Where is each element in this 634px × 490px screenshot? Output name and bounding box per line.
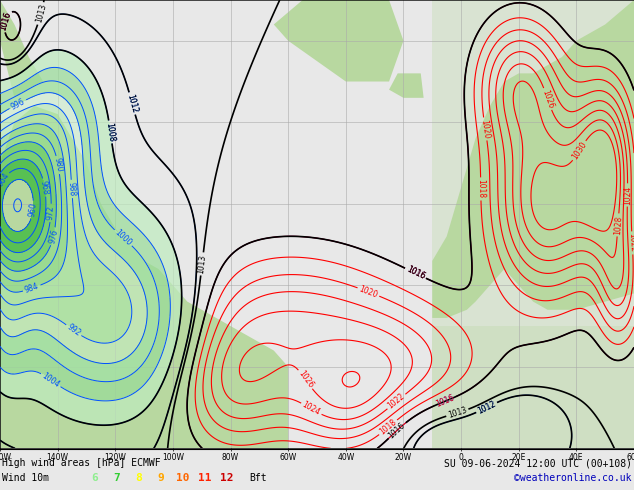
Text: 1018: 1018 [476, 179, 486, 198]
Text: 964: 964 [0, 172, 11, 189]
Text: 1022: 1022 [627, 233, 634, 253]
Polygon shape [432, 326, 634, 448]
Text: 1013: 1013 [197, 254, 208, 274]
Text: 1022: 1022 [386, 392, 406, 411]
Text: 1008: 1008 [105, 122, 116, 142]
Polygon shape [0, 106, 288, 448]
Text: 1016: 1016 [0, 10, 13, 31]
Text: 11: 11 [198, 473, 212, 483]
Text: 1024: 1024 [623, 185, 632, 205]
Text: 960: 960 [28, 202, 39, 218]
Text: 1013: 1013 [447, 406, 468, 420]
Text: 1020: 1020 [479, 119, 491, 139]
Text: 1012: 1012 [126, 93, 139, 114]
Text: 8: 8 [136, 473, 143, 483]
Text: 1020: 1020 [358, 284, 379, 299]
Polygon shape [0, 0, 43, 98]
Text: 1016: 1016 [434, 393, 455, 409]
Text: 10: 10 [176, 473, 190, 483]
Text: 1016: 1016 [434, 393, 455, 409]
Text: 1012: 1012 [476, 399, 497, 416]
Text: 1016: 1016 [0, 10, 13, 31]
Text: 1026: 1026 [296, 369, 314, 390]
Text: 1028: 1028 [613, 215, 623, 235]
Polygon shape [389, 74, 424, 98]
Polygon shape [432, 0, 634, 318]
Text: 980: 980 [53, 157, 64, 173]
Text: High wind areas [hPa] ECMWF: High wind areas [hPa] ECMWF [2, 458, 160, 468]
Text: 7: 7 [113, 473, 120, 483]
Polygon shape [432, 0, 634, 326]
Text: 992: 992 [65, 322, 82, 338]
Text: 9: 9 [158, 473, 164, 483]
Text: 984: 984 [23, 282, 40, 295]
Text: 1012: 1012 [126, 93, 139, 114]
Text: 996: 996 [10, 97, 27, 112]
Text: 1013: 1013 [34, 3, 48, 24]
Text: 972: 972 [46, 205, 56, 221]
Text: 1008: 1008 [105, 122, 116, 142]
Text: 1004: 1004 [41, 371, 61, 389]
Text: 1016: 1016 [0, 10, 13, 31]
Text: SU 09-06-2024 12:00 UTC (00+108): SU 09-06-2024 12:00 UTC (00+108) [444, 458, 632, 468]
Text: ©weatheronline.co.uk: ©weatheronline.co.uk [515, 473, 632, 483]
Text: 968: 968 [39, 179, 50, 196]
Text: 1018: 1018 [378, 418, 398, 437]
Text: 12: 12 [220, 473, 234, 483]
Text: 1026: 1026 [540, 88, 555, 110]
Polygon shape [0, 147, 20, 179]
Text: 1000: 1000 [113, 228, 133, 247]
Text: 1016: 1016 [405, 265, 426, 281]
Text: Wind 10m: Wind 10m [2, 473, 49, 483]
Text: 1016: 1016 [405, 265, 426, 281]
Text: 1030: 1030 [570, 140, 588, 161]
Text: 1012: 1012 [476, 399, 497, 416]
Text: 1016: 1016 [387, 420, 407, 440]
Text: 976: 976 [48, 228, 60, 245]
Text: 1024: 1024 [301, 400, 322, 417]
Text: Bft: Bft [249, 473, 267, 483]
Text: 1016: 1016 [405, 265, 426, 281]
Text: 988: 988 [67, 181, 77, 196]
Polygon shape [9, 432, 11, 440]
Text: 6: 6 [92, 473, 98, 483]
Polygon shape [274, 0, 403, 81]
